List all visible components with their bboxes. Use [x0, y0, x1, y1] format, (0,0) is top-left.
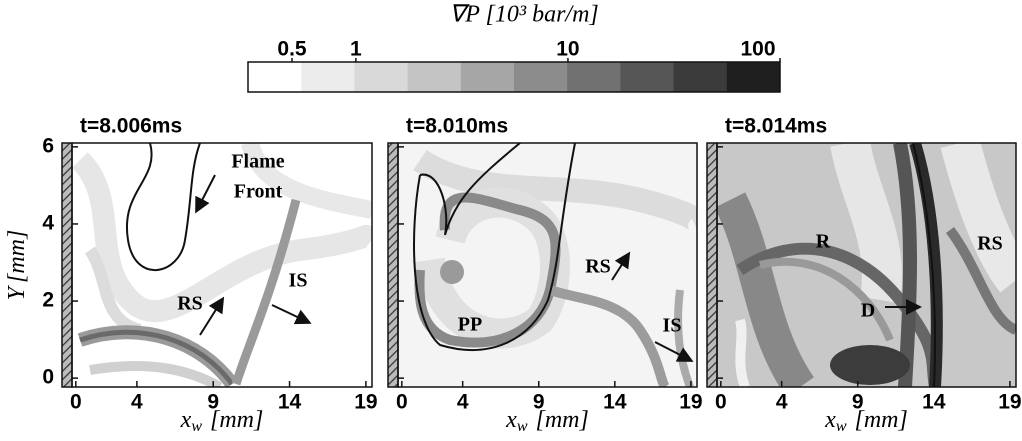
x-unit: [mm]	[854, 407, 907, 433]
x-axis-label: xw [mm]	[180, 407, 264, 435]
y-tick-label: 4	[42, 211, 54, 234]
wall	[61, 142, 73, 388]
field	[72, 143, 372, 387]
colorbar-band	[620, 62, 675, 92]
wall	[706, 142, 718, 388]
x-symbol: x	[824, 407, 836, 433]
x-tick-label: 19	[998, 391, 1021, 414]
y-symbol: Y	[4, 284, 30, 300]
x-subscript: w	[836, 418, 847, 435]
annotation: R	[816, 231, 831, 253]
colorbar-band	[514, 62, 568, 92]
colorbar-band	[567, 62, 621, 92]
x-tick-label: 9	[852, 391, 864, 414]
colorbar-band	[673, 62, 728, 92]
y-tick-label: 0	[42, 366, 54, 389]
x-tick-label: 0	[396, 391, 408, 414]
x-tick-label: 14	[603, 391, 627, 414]
panel-title: t=8.014ms	[725, 115, 827, 138]
y-tick-label: 6	[42, 134, 54, 157]
x-tick-label: 14	[922, 391, 946, 414]
field	[398, 143, 697, 387]
x-unit: [mm]	[535, 407, 588, 433]
annotation: D	[861, 300, 875, 322]
x-tick-label: 9	[533, 391, 545, 414]
annotation: IS	[663, 315, 682, 337]
annotation: IS	[289, 270, 308, 292]
x-subscript: w	[517, 418, 528, 435]
plot-frame	[716, 142, 1017, 388]
panel-title: t=8.006ms	[80, 115, 182, 138]
annotation: RS	[585, 256, 611, 278]
x-axis-label: xw [mm]	[824, 407, 908, 435]
panel-title: t=8.010ms	[406, 115, 508, 138]
x-tick-label: 19	[679, 391, 702, 414]
x-tick-label: 4	[776, 391, 788, 414]
annotation: RS	[977, 233, 1003, 255]
colorbar-title: ∇P [10³ bar/m]	[449, 2, 599, 28]
annotation: Flame	[231, 151, 284, 173]
colorbar-tick-label: 100	[740, 38, 775, 61]
x-tick-label: 4	[131, 391, 143, 414]
x-tick-label: 4	[457, 391, 469, 414]
colorbar-tick-label: 10	[556, 38, 579, 61]
annotation: PP	[458, 314, 482, 336]
y-axis-label: Y[mm]	[4, 230, 30, 301]
colorbar-band	[460, 62, 515, 92]
annotation: RS	[177, 293, 203, 315]
plot-frame	[71, 142, 373, 388]
x-tick-label: 19	[354, 391, 377, 414]
plot-frame	[397, 142, 698, 388]
x-symbol: x	[180, 407, 192, 433]
x-subscript: w	[191, 418, 202, 435]
wall	[387, 142, 399, 388]
y-unit: [mm]	[4, 230, 30, 283]
x-axis-label: xw [mm]	[505, 407, 589, 435]
colorbar-band	[354, 62, 409, 92]
y-tick-label: 2	[42, 289, 54, 312]
field	[717, 143, 1016, 387]
x-tick-label: 0	[715, 391, 727, 414]
colorbar-tick-label: 1	[350, 38, 362, 61]
colorbar-tick-label: 0.5	[277, 38, 307, 61]
x-unit: [mm]	[210, 407, 263, 433]
annotation: Front	[234, 181, 283, 203]
colorbar-band	[248, 62, 302, 92]
colorbar-frame	[247, 61, 781, 93]
colorbar-band	[726, 62, 781, 92]
x-tick-label: 14	[278, 391, 302, 414]
colorbar-band	[407, 62, 462, 92]
colorbar-band	[301, 62, 355, 92]
x-tick-label: 0	[70, 391, 82, 414]
x-tick-label: 9	[207, 391, 219, 414]
x-symbol: x	[505, 407, 517, 433]
